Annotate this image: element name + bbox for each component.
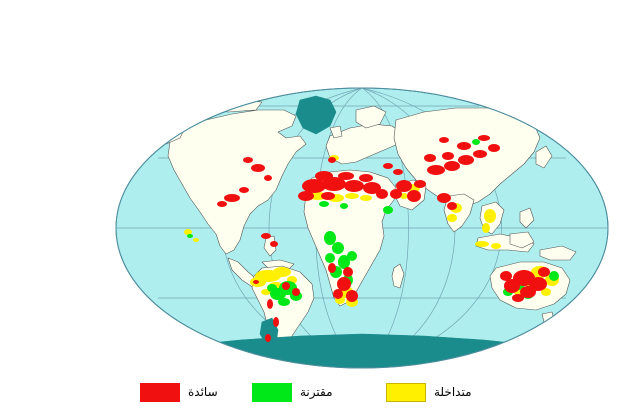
legend-swatch-associated	[252, 382, 292, 402]
legend-label-associated: مقترنة	[300, 385, 333, 399]
legend-item-inclusions: متداخلة	[386, 370, 472, 414]
legend-item-associated: مقترنة	[252, 370, 333, 414]
philippines	[519, 207, 535, 229]
greenland	[295, 95, 337, 135]
legend-label-dominant: سائدة	[188, 385, 218, 399]
world-map-svg	[115, 87, 609, 369]
map-boundary	[115, 87, 609, 369]
legend-swatch-dominant	[140, 382, 180, 402]
japan	[535, 145, 553, 169]
class-dominant-red	[217, 135, 550, 342]
legend-label-inclusions: متداخلة	[434, 385, 472, 399]
borneo	[509, 231, 535, 249]
legend-item-dominant: سائدة	[140, 370, 218, 414]
map-legend: سائدة مقترنة متداخلة	[0, 370, 641, 414]
legend-swatch-inclusions	[386, 382, 426, 402]
north-america	[167, 109, 307, 255]
british-isles	[329, 125, 343, 139]
map-plate	[115, 87, 609, 369]
antarctica	[123, 333, 597, 368]
scandinavia	[355, 105, 387, 129]
madagascar	[391, 263, 405, 289]
new-guinea	[539, 245, 577, 261]
florida	[263, 235, 277, 257]
new-zealand	[589, 291, 605, 313]
class-associated-green	[187, 139, 559, 306]
